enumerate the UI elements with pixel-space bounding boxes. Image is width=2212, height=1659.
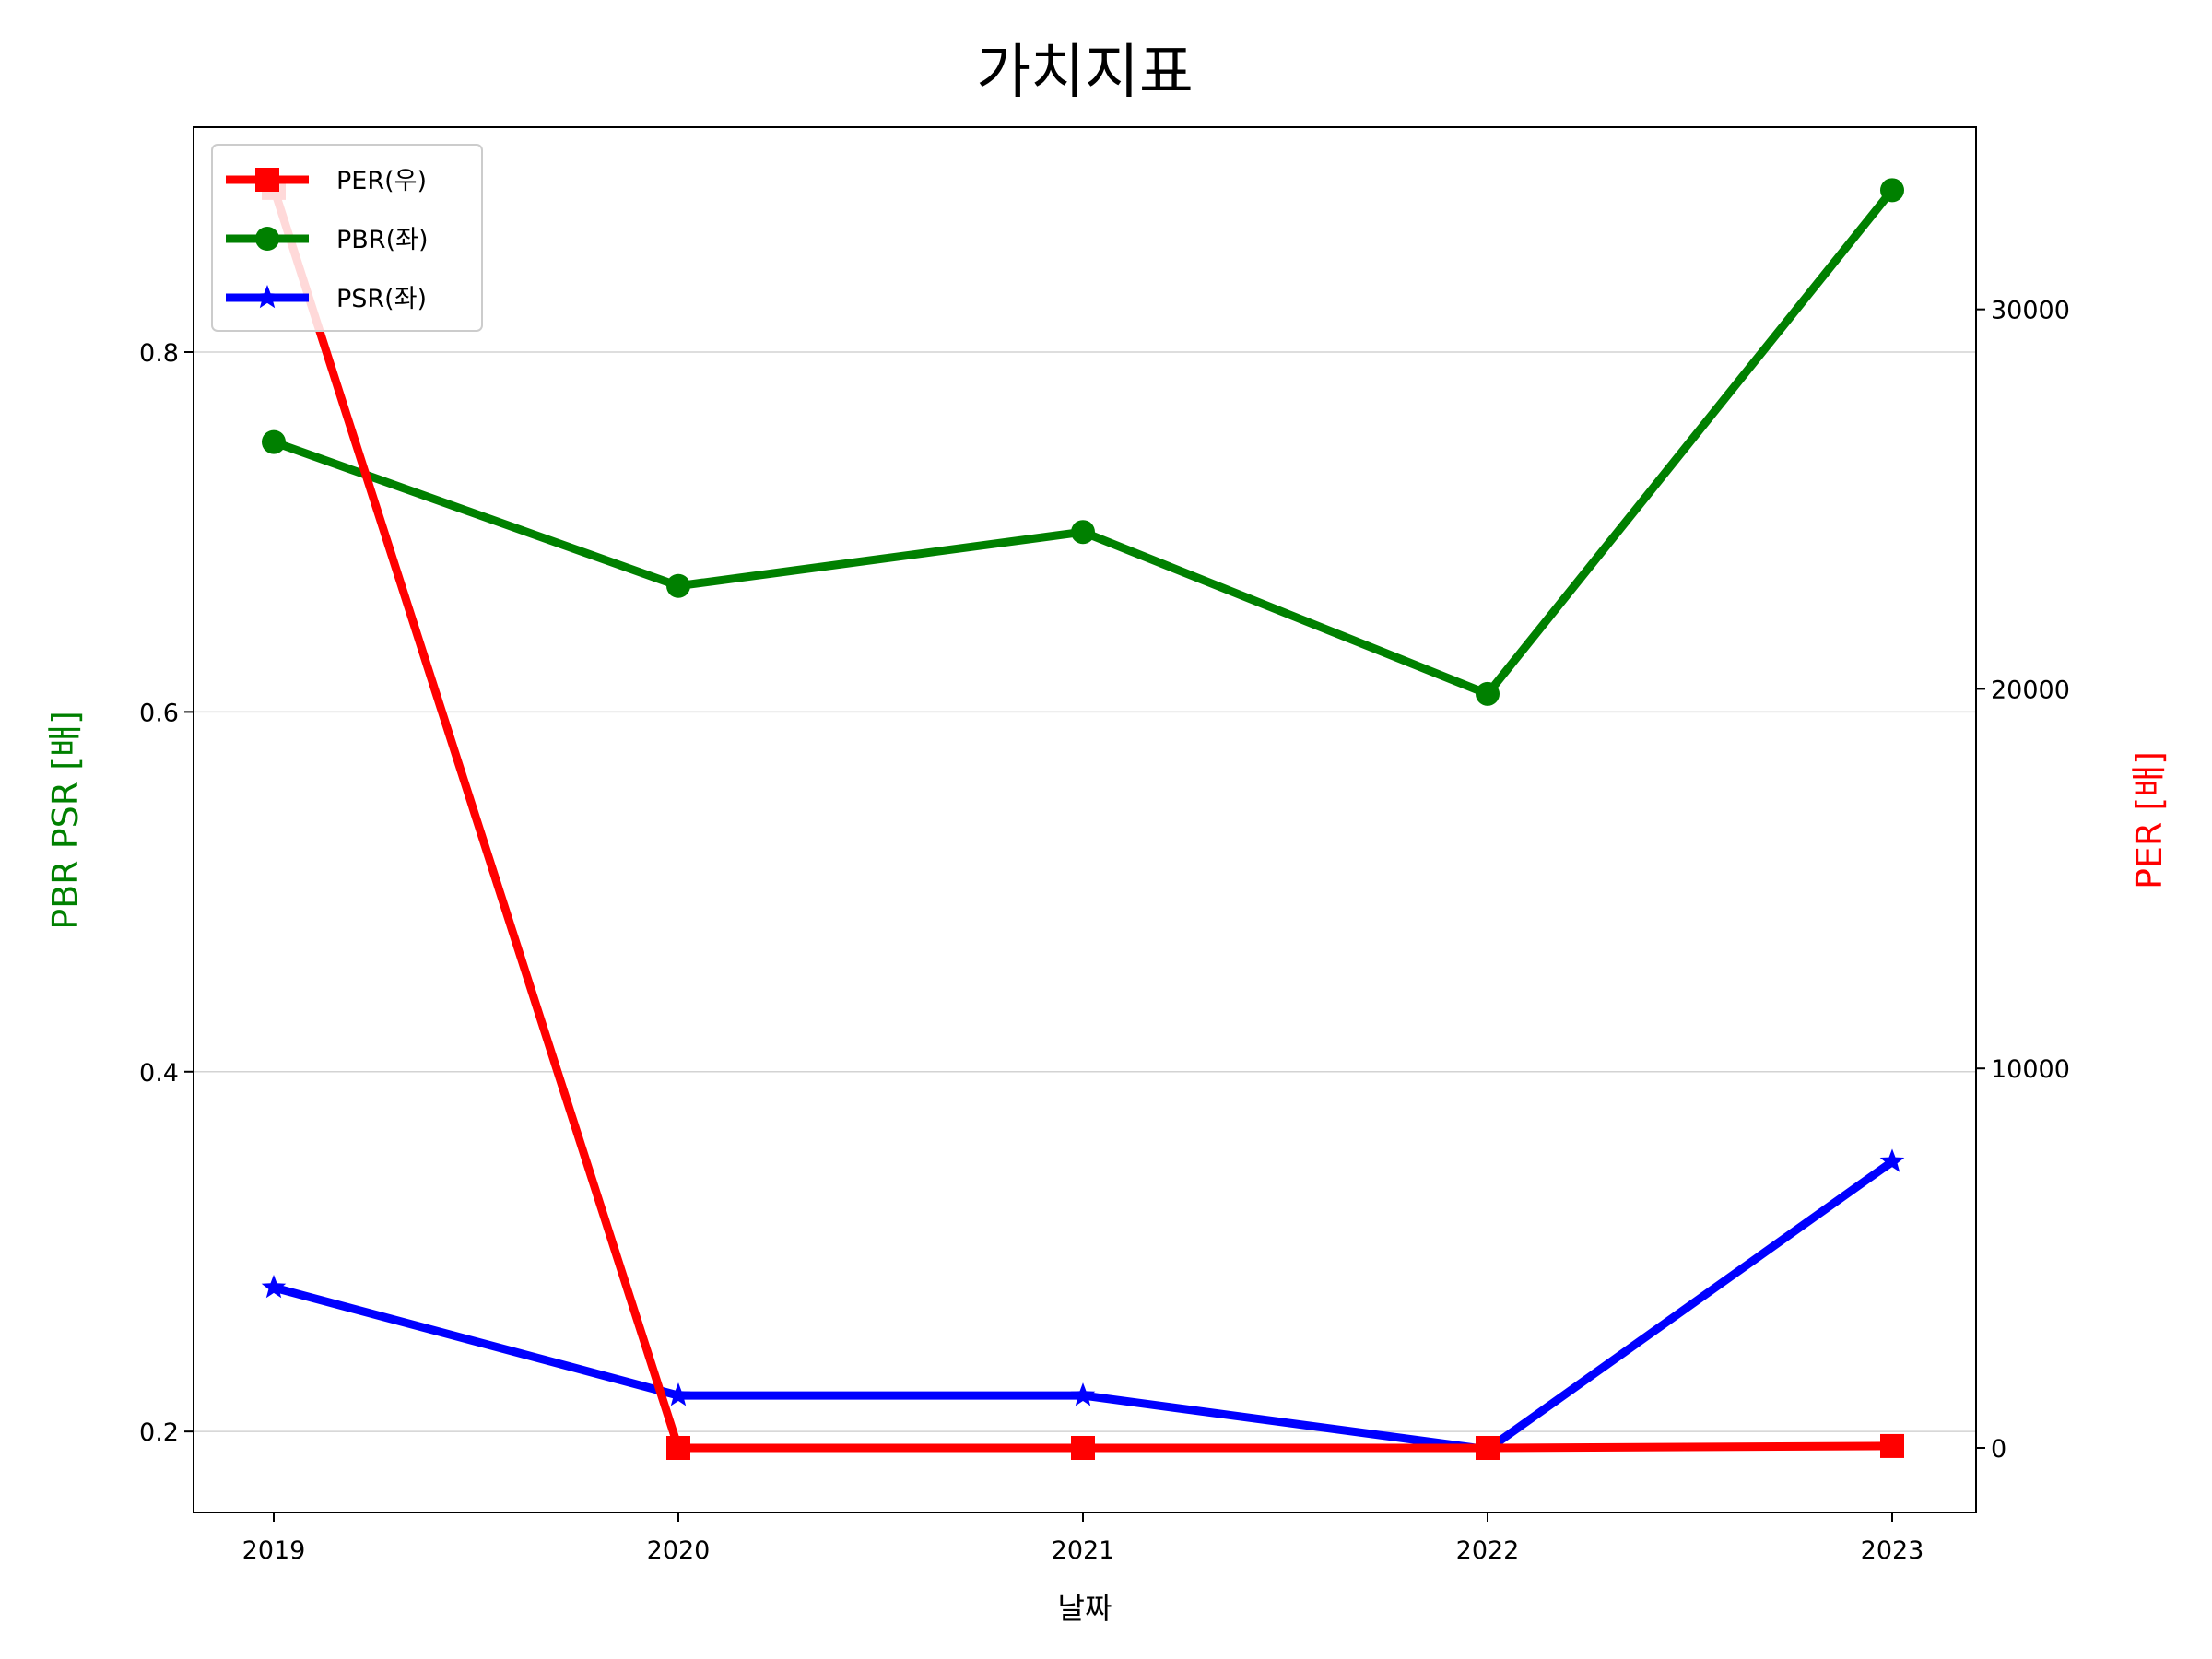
right-y-tick-label: 10000 — [1991, 1055, 2070, 1084]
legend-pbr-label: PBR(좌) — [336, 226, 428, 254]
per-point — [666, 1435, 690, 1460]
x-axis: 2019 2020 2021 2022 2023 — [242, 1512, 1924, 1565]
psr-point — [261, 1275, 287, 1299]
right-y-tick-label: 0 — [1991, 1435, 2006, 1464]
right-y-axis: 0 10000 20000 30000 — [1976, 297, 2070, 1464]
pbr-point — [262, 429, 286, 454]
pbr-point — [1476, 681, 1500, 706]
chart-title: 가치지표 — [976, 39, 1194, 107]
psr-point — [665, 1382, 691, 1406]
right-y-tick-label: 20000 — [1991, 676, 2070, 704]
pbr-point — [1880, 178, 1904, 203]
legend: PER(우) PBR(좌) PSR(좌) — [211, 144, 483, 332]
pbr-point — [1071, 520, 1095, 545]
x-tick-label: 2022 — [1456, 1536, 1520, 1565]
legend-psr-label: PSR(좌) — [336, 285, 427, 313]
x-axis-label: 날짜 — [1058, 1591, 1112, 1626]
legend-psr-marker — [254, 285, 280, 309]
left-y-tick-label: 0.6 — [139, 699, 179, 727]
plot-frame — [193, 126, 1977, 1513]
left-y-axis-label: PBR PSR [배] — [45, 711, 86, 930]
x-tick-label: 2023 — [1861, 1536, 1924, 1565]
x-tick-label: 2020 — [647, 1536, 711, 1565]
legend-per-marker — [255, 168, 279, 192]
legend-per-label: PER(우) — [336, 167, 427, 195]
legend-box — [211, 144, 483, 332]
right-y-tick-label: 30000 — [1991, 297, 2070, 325]
left-y-tick-label: 0.8 — [139, 339, 179, 368]
grid-lines — [194, 351, 1976, 1432]
psr-point — [1070, 1382, 1096, 1406]
per-point — [1476, 1435, 1500, 1460]
pbr-point — [666, 573, 690, 598]
left-y-tick-label: 0.2 — [139, 1418, 179, 1447]
legend-pbr-marker — [255, 227, 279, 251]
per-point — [1880, 1433, 1904, 1458]
x-tick-label: 2019 — [242, 1536, 306, 1565]
x-tick-label: 2021 — [1052, 1536, 1115, 1565]
psr-point — [1879, 1148, 1905, 1172]
left-y-axis: 0.2 0.4 0.6 0.8 — [139, 339, 194, 1447]
right-y-axis-label: PER [배] — [2129, 751, 2170, 889]
per-point — [1071, 1435, 1095, 1460]
left-y-tick-label: 0.4 — [139, 1059, 179, 1088]
